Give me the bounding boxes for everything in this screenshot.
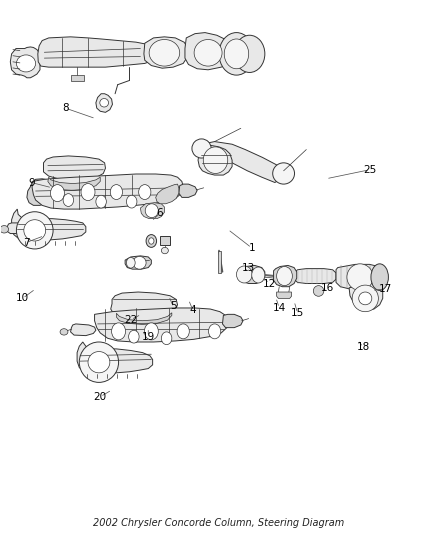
Polygon shape [32,174,183,209]
Ellipse shape [16,55,35,72]
Text: 13: 13 [242,263,255,272]
Text: 8: 8 [62,103,69,113]
Polygon shape [144,37,188,68]
Polygon shape [117,313,172,325]
Polygon shape [77,342,152,374]
Ellipse shape [234,35,265,72]
Ellipse shape [359,292,372,305]
Ellipse shape [145,204,158,217]
Ellipse shape [277,266,292,286]
Ellipse shape [110,184,123,199]
Text: 20: 20 [94,392,107,402]
Ellipse shape [50,184,64,201]
Text: 1: 1 [248,243,255,253]
Polygon shape [95,308,228,342]
Ellipse shape [60,329,68,335]
Polygon shape [96,94,113,112]
Text: 10: 10 [16,293,29,303]
Ellipse shape [100,99,109,107]
Text: 17: 17 [379,284,392,294]
Text: 5: 5 [170,301,177,311]
Ellipse shape [208,324,221,339]
Text: 18: 18 [357,342,370,352]
Polygon shape [38,37,158,67]
Text: 25: 25 [363,165,376,175]
Ellipse shape [145,323,158,340]
Ellipse shape [192,139,211,158]
Ellipse shape [0,225,9,233]
Ellipse shape [139,184,151,199]
Polygon shape [7,223,32,233]
Polygon shape [141,203,164,219]
Polygon shape [12,209,86,241]
Polygon shape [11,47,40,78]
Ellipse shape [313,286,324,296]
Ellipse shape [16,212,53,249]
Polygon shape [223,314,243,328]
Text: 14: 14 [272,303,286,313]
Ellipse shape [149,238,154,244]
Text: 16: 16 [321,283,334,293]
Text: 7: 7 [23,238,29,247]
Ellipse shape [149,39,180,66]
Ellipse shape [237,266,252,283]
Ellipse shape [24,220,46,241]
Ellipse shape [81,183,95,200]
Bar [71,75,84,82]
Text: 9: 9 [28,177,35,188]
Polygon shape [198,146,232,175]
Ellipse shape [127,195,137,208]
Polygon shape [185,33,234,70]
Ellipse shape [252,267,265,283]
Polygon shape [294,269,336,284]
Ellipse shape [133,256,146,269]
Ellipse shape [79,342,119,382]
Ellipse shape [63,193,74,206]
Text: 4: 4 [190,305,196,315]
Ellipse shape [194,39,222,66]
Text: 12: 12 [263,279,276,288]
Polygon shape [125,256,151,269]
Ellipse shape [88,352,110,373]
Ellipse shape [112,323,126,340]
Polygon shape [239,265,265,284]
Polygon shape [111,292,177,318]
Ellipse shape [161,247,168,254]
Text: 19: 19 [141,332,155,342]
Ellipse shape [161,332,172,345]
Ellipse shape [352,285,378,312]
Polygon shape [349,282,383,310]
Ellipse shape [347,264,373,290]
Polygon shape [43,156,106,180]
Text: 15: 15 [291,308,304,318]
Polygon shape [48,177,100,190]
Text: 2002 Chrysler Concorde Column, Steering Diagram: 2002 Chrysler Concorde Column, Steering … [93,518,345,528]
Polygon shape [27,179,48,205]
Ellipse shape [129,330,139,343]
Text: 22: 22 [124,314,138,325]
Polygon shape [336,264,384,289]
Polygon shape [71,324,96,336]
Polygon shape [277,292,291,298]
Polygon shape [155,184,179,204]
Polygon shape [274,265,297,287]
Ellipse shape [146,235,156,247]
Bar [218,251,221,273]
Ellipse shape [127,257,135,268]
Polygon shape [179,184,197,197]
Ellipse shape [224,39,249,69]
Ellipse shape [96,195,106,208]
Ellipse shape [371,264,389,290]
Ellipse shape [219,33,254,75]
Ellipse shape [273,163,294,184]
Polygon shape [201,142,285,182]
Bar [160,236,170,245]
Ellipse shape [177,324,189,339]
Ellipse shape [203,147,228,173]
Text: 6: 6 [157,208,163,219]
